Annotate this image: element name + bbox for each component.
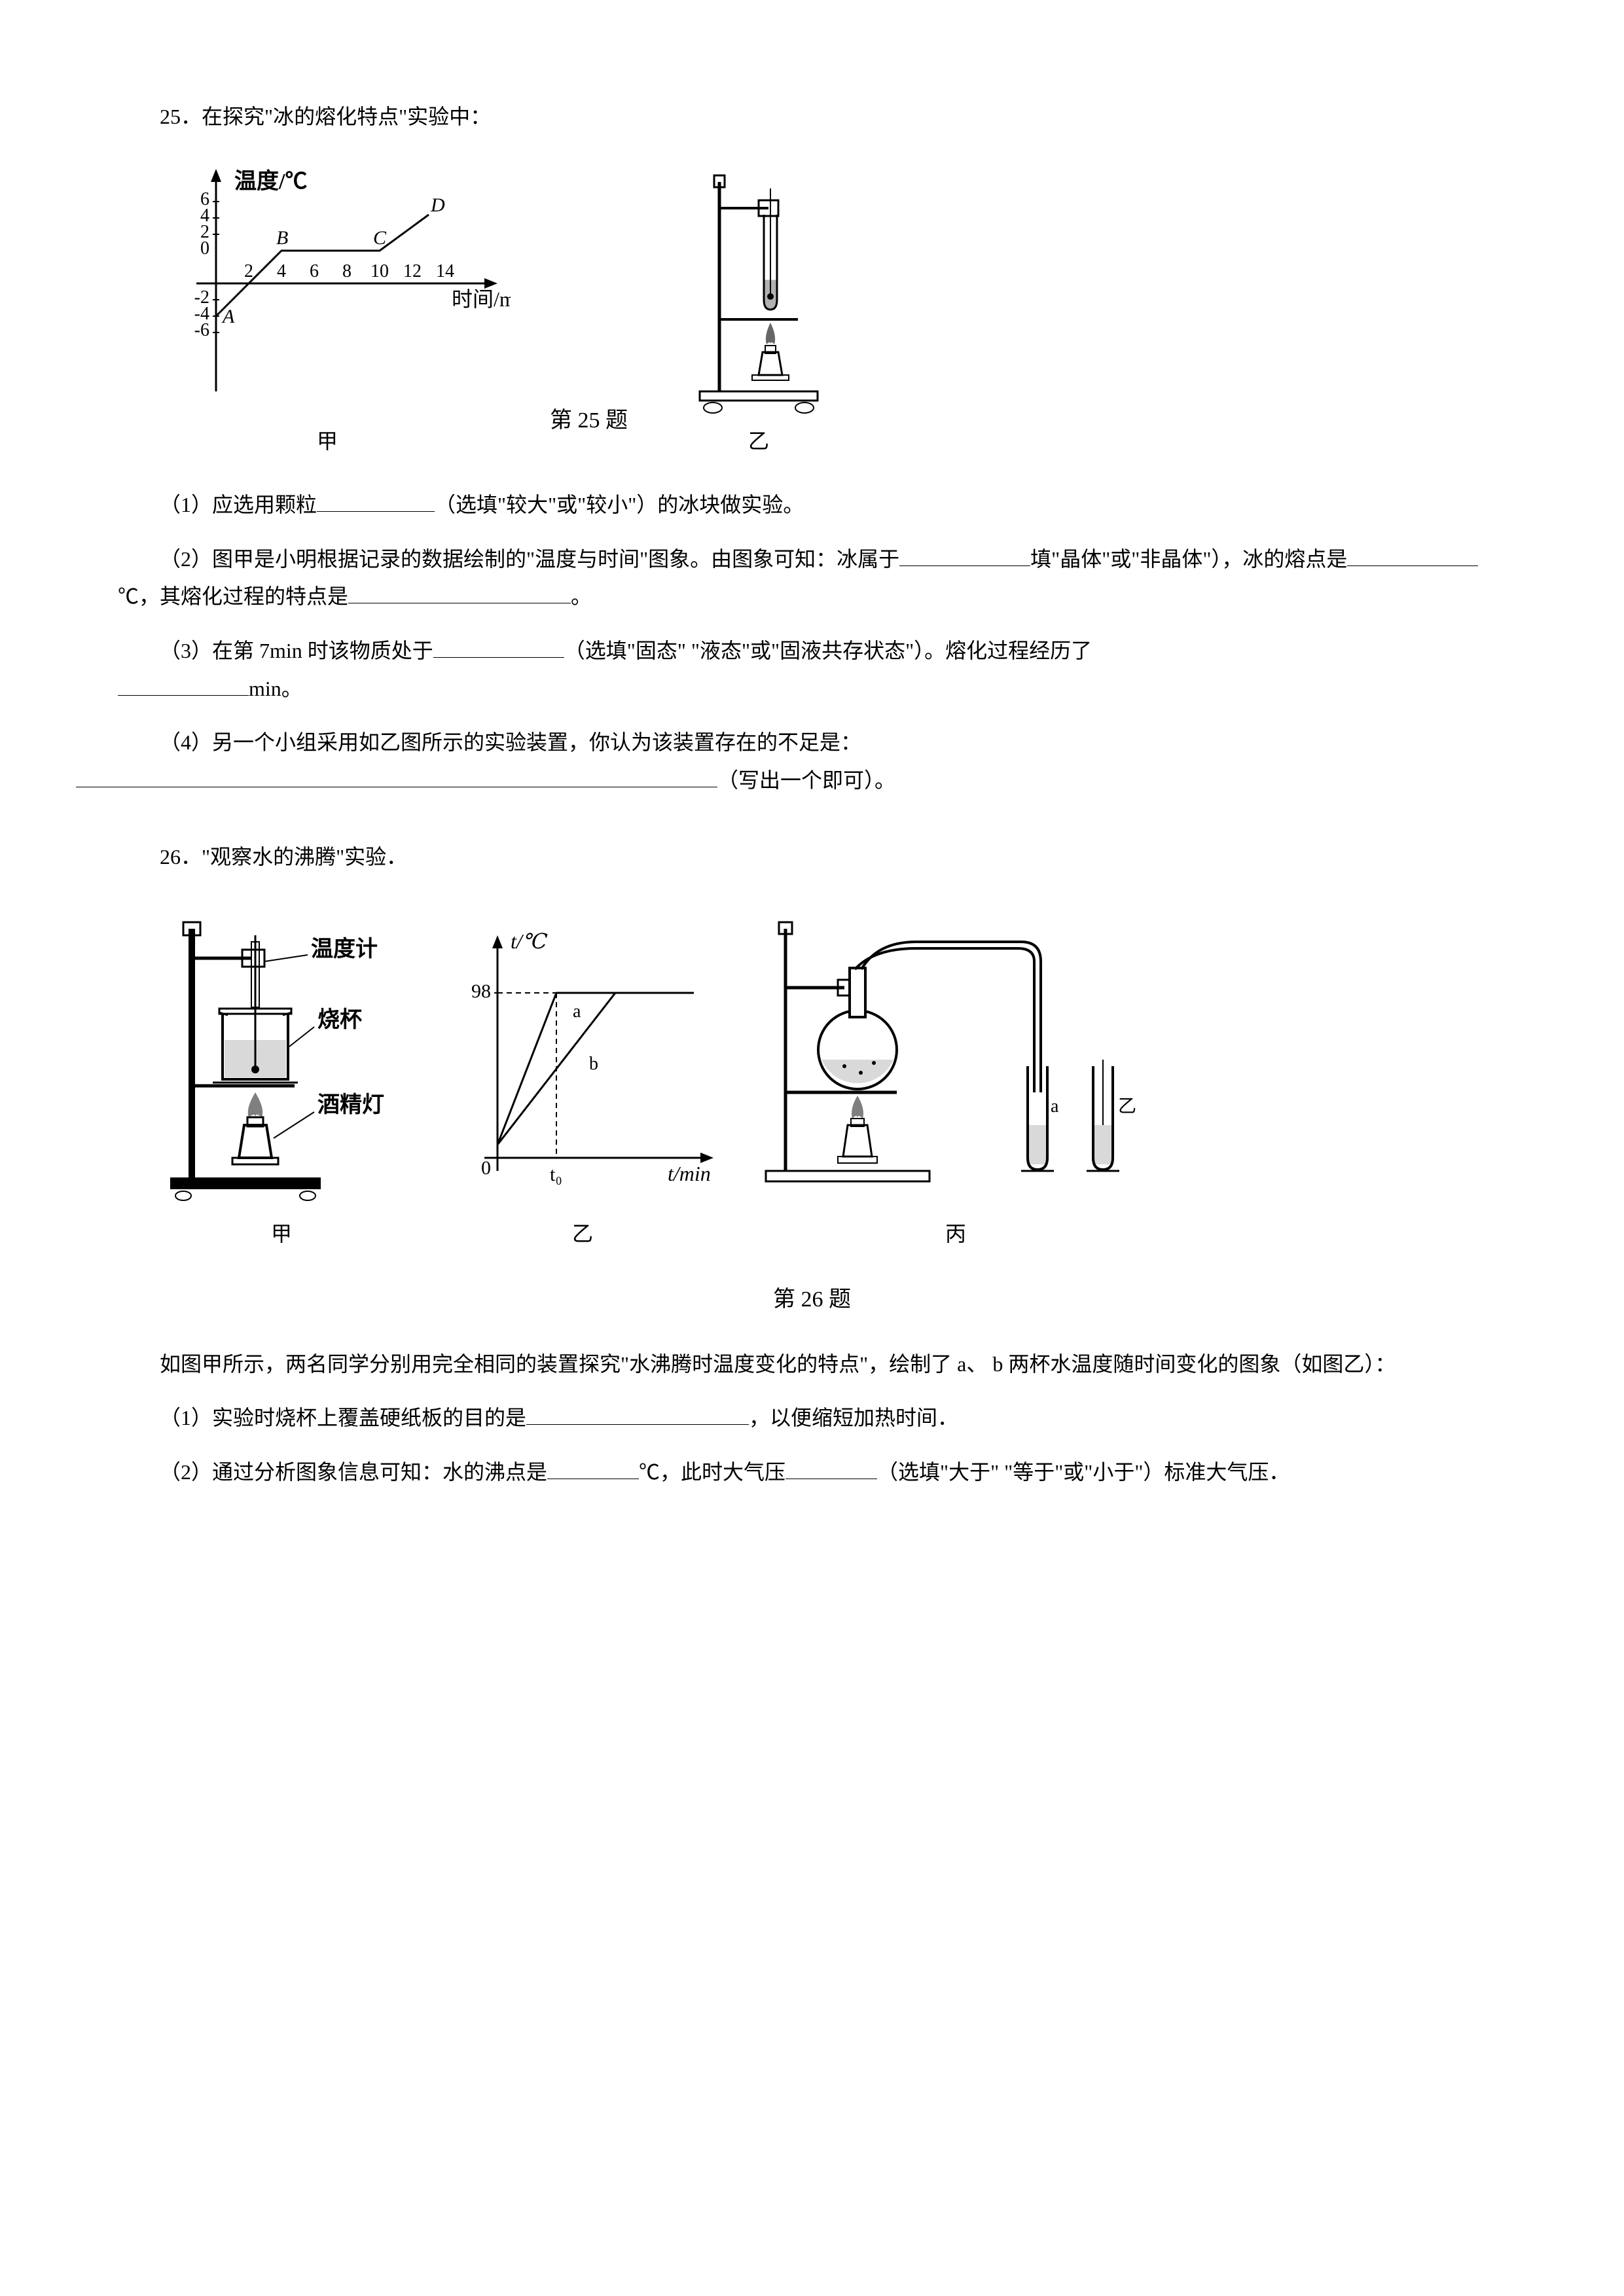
q25-sub2: （2）图甲是小明根据记录的数据绘制的"温度与时间"图象。由图象可知：冰属于 填"晶…: [118, 541, 1506, 616]
q25-sub1: （1）应选用颗粒 （选填"较大"或"较小"）的冰块做实验。: [118, 486, 1506, 524]
blank-input[interactable]: [317, 487, 435, 512]
svg-text:t/min: t/min: [668, 1162, 711, 1185]
q25-sub4-suffix: （写出一个即可）。: [717, 768, 895, 792]
q26-sub2-mid: ℃，此时大气压: [639, 1460, 785, 1484]
q26-apparatus-jia: 温度计 烧杯 酒精灯 甲: [144, 896, 419, 1253]
blank-input[interactable]: [348, 579, 571, 603]
q25-sub1-suffix: （选填"较大"或"较小"）的冰块做实验。: [435, 493, 804, 516]
svg-text:时间/min: 时间/min: [452, 287, 511, 311]
q25-sub3-mid: （选填"固态" "液态"或"固液共存状态"）。熔化过程经历了: [564, 639, 1092, 662]
question-25: 25．在探究"冰的熔化特点"实验中： 6 4 2 0 -2 -4: [118, 98, 1506, 799]
q25-sub3-prefix: （3）在第 7min 时该物质处于: [160, 639, 433, 662]
q25-apparatus-yi: 乙: [667, 156, 850, 461]
svg-text:-6: -6: [194, 320, 209, 340]
svg-text:t/℃: t/℃: [511, 929, 548, 953]
q26-caption-yi: 乙: [572, 1215, 593, 1253]
heating-apparatus-icon: [667, 156, 850, 418]
blank-input[interactable]: [899, 541, 1030, 565]
q25-sub4: （4）另一个小组采用如乙图所示的实验装置，你认为该装置存在的不足是： （写出一个…: [118, 724, 1506, 799]
q26-sub1: （1）实验时烧杯上覆盖硬纸板的目的是 ，以便缩短加热时间．: [118, 1399, 1506, 1437]
svg-text:0: 0: [481, 1157, 491, 1179]
q25-sub2-prefix: （2）图甲是小明根据记录的数据绘制的"温度与时间"图象。由图象可知：冰属于: [160, 547, 899, 571]
blank-input[interactable]: [76, 762, 717, 787]
svg-text:温度/℃: 温度/℃: [234, 169, 307, 194]
svg-text:6: 6: [310, 261, 319, 281]
q25-sub2-suffix: 。: [571, 584, 592, 608]
q25-figure-row: 6 4 2 0 -2 -4 -6 2 4 6 8 10 12 14: [144, 156, 1506, 461]
q26-caption-bing: 丙: [945, 1215, 966, 1253]
q26-figure-row: 温度计 烧杯 酒精灯 甲 t/℃ t/min 98 0: [144, 896, 1506, 1253]
blank-input[interactable]: [547, 1454, 639, 1479]
svg-text:2: 2: [244, 261, 253, 281]
blank-input[interactable]: [433, 633, 564, 658]
svg-text:t₀: t₀: [550, 1164, 562, 1185]
svg-text:b: b: [589, 1054, 598, 1074]
q25-sub1-prefix: （1）应选用颗粒: [160, 493, 317, 516]
q25-sub2-mid1: 填"晶体"或"非晶体"），冰的熔点是: [1030, 547, 1347, 571]
svg-text:10: 10: [370, 261, 389, 281]
boiling-temp-chart: t/℃ t/min 98 0 t₀ a b: [445, 922, 720, 1210]
svg-text:0: 0: [200, 238, 209, 259]
q26-intro: 如图甲所示，两名同学分别用完全相同的装置探究"水沸腾时温度变化的特点"，绘制了 …: [118, 1346, 1506, 1384]
q26-sub1-suffix: ，以便缩短加热时间．: [749, 1406, 958, 1429]
blank-input[interactable]: [785, 1454, 877, 1479]
svg-text:C: C: [373, 227, 387, 249]
blank-input[interactable]: [526, 1400, 749, 1425]
beaker-label: 烧杯: [317, 1007, 362, 1032]
svg-text:12: 12: [403, 261, 422, 281]
svg-text:B: B: [276, 227, 288, 249]
q25-header: 25．在探究"冰的熔化特点"实验中：: [118, 98, 1506, 136]
svg-text:98: 98: [471, 980, 491, 1002]
q26-caption-center: 第 26 题: [118, 1280, 1506, 1319]
q26-sub2-prefix: （2）通过分析图象信息可知：水的沸点是: [160, 1460, 547, 1484]
svg-text:a: a: [1051, 1096, 1059, 1117]
q26-sub2-suffix: （选填"大于" "等于"或"小于"）标准大气压．: [877, 1460, 1290, 1484]
boiling-apparatus-icon: 温度计 烧杯 酒精灯: [144, 896, 419, 1210]
q25-sub3-suffix: min。: [249, 677, 302, 700]
svg-text:乙: 乙: [1118, 1096, 1136, 1117]
lamp-label: 酒精灯: [317, 1092, 384, 1117]
steam-apparatus-icon: a 乙: [746, 896, 1165, 1210]
q26-chart-yi: t/℃ t/min 98 0 t₀ a b 乙: [445, 922, 720, 1253]
q25-sub3: （3）在第 7min 时该物质处于 （选填"固态" "液态"或"固液共存状态"）。…: [118, 632, 1506, 708]
q26-apparatus-bing: a 乙 丙: [746, 896, 1165, 1253]
q25-caption-jia: 甲: [317, 423, 338, 461]
svg-text:8: 8: [342, 261, 352, 281]
q25-chart-jia: 6 4 2 0 -2 -4 -6 2 4 6 8 10 12 14: [144, 156, 511, 461]
question-26: 26．"观察水的沸腾"实验．: [118, 838, 1506, 1491]
q25-caption-yi: 乙: [748, 423, 769, 461]
temperature-time-chart: 6 4 2 0 -2 -4 -6 2 4 6 8 10 12 14: [144, 156, 511, 418]
svg-text:4: 4: [277, 261, 286, 281]
q26-caption-jia: 甲: [271, 1215, 292, 1253]
q25-sub4-line1: （4）另一个小组采用如乙图所示的实验装置，你认为该装置存在的不足是：: [160, 730, 861, 754]
blank-input[interactable]: [118, 670, 249, 695]
thermometer-label: 温度计: [311, 937, 378, 961]
svg-text:A: A: [221, 306, 235, 327]
q26-sub1-prefix: （1）实验时烧杯上覆盖硬纸板的目的是: [160, 1406, 526, 1429]
blank-input[interactable]: [1347, 541, 1478, 565]
svg-text:14: 14: [436, 261, 454, 281]
q26-sub2: （2）通过分析图象信息可知：水的沸点是 ℃，此时大气压 （选填"大于" "等于"或"…: [118, 1454, 1506, 1492]
q25-sub2-mid2: ℃，其熔化过程的特点是: [118, 584, 348, 608]
svg-text:D: D: [430, 194, 445, 216]
q26-header: 26．"观察水的沸腾"实验．: [118, 838, 1506, 876]
svg-text:a: a: [573, 1001, 581, 1022]
q25-caption-center: 第 25 题: [550, 401, 628, 440]
